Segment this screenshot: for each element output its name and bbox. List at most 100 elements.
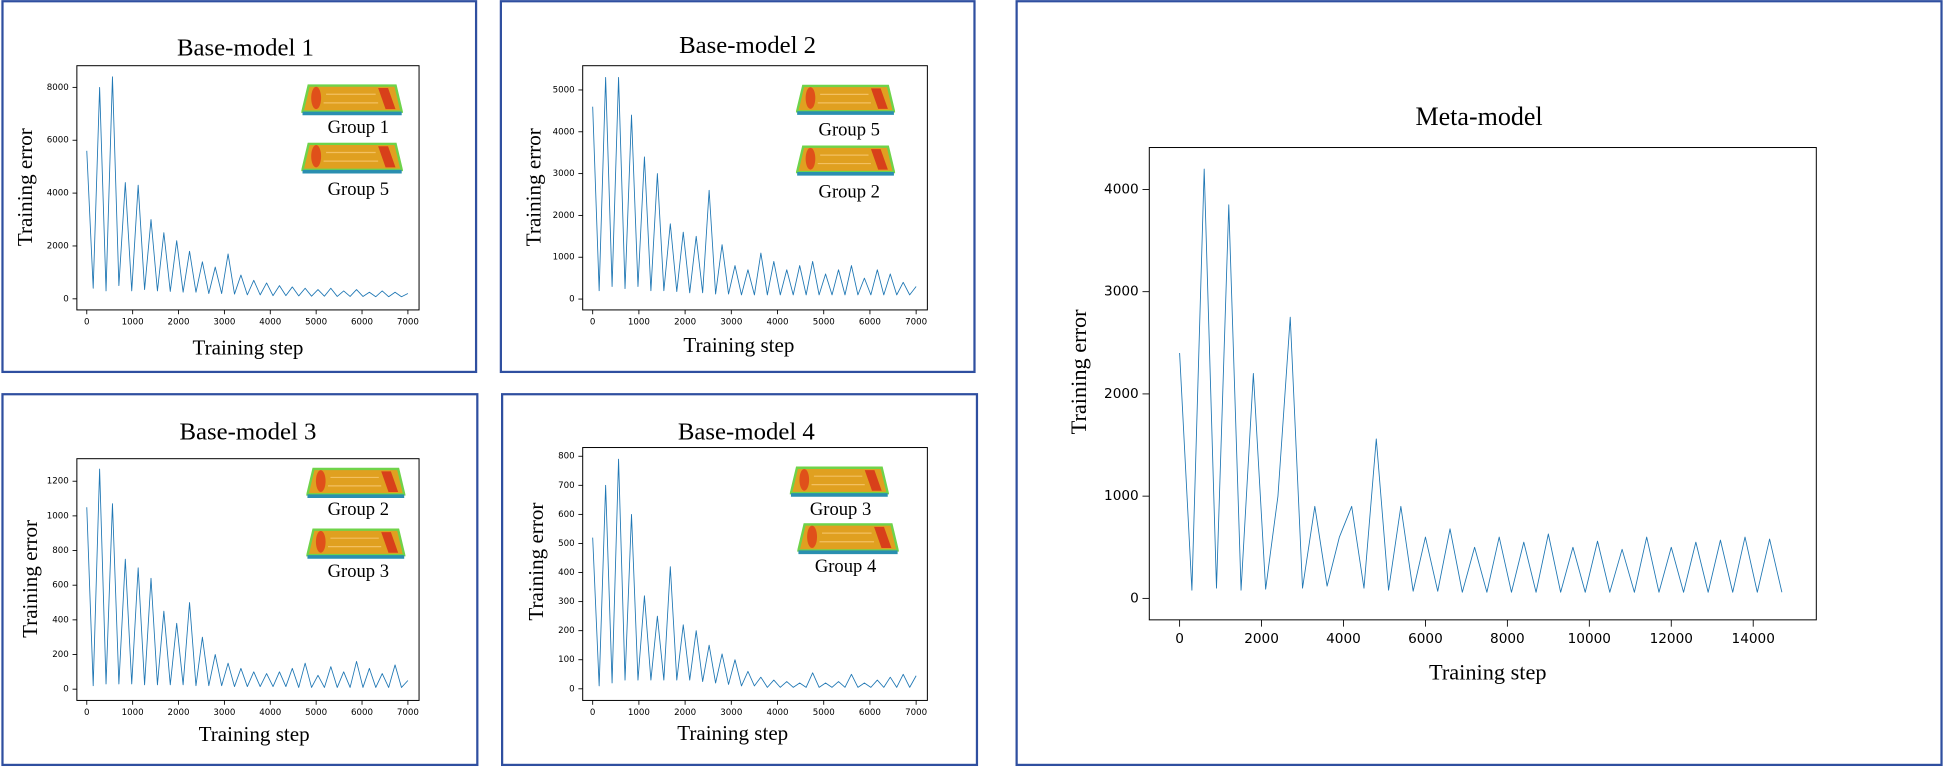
x-tick-label: 6000 bbox=[859, 318, 881, 328]
x-tick-label: 6000 bbox=[859, 708, 881, 718]
y-tick-label: 800 bbox=[558, 452, 575, 462]
x-tick-label: 2000 bbox=[1244, 631, 1279, 647]
x-axis-label: Training step bbox=[683, 333, 794, 357]
y-axis-label: Training error bbox=[521, 128, 545, 246]
y-tick-label: 700 bbox=[558, 481, 575, 491]
x-tick-label: 7000 bbox=[905, 708, 927, 718]
panel-frame bbox=[1, 393, 479, 767]
data-line bbox=[86, 468, 409, 688]
x-tick-label: 2000 bbox=[674, 708, 696, 718]
plot-frame bbox=[582, 65, 928, 311]
y-axis-label: Training error bbox=[13, 128, 37, 246]
x-tick-label: 0 bbox=[84, 708, 90, 718]
x-tick-label: 3000 bbox=[720, 708, 742, 718]
x-tick-label: 1000 bbox=[628, 708, 650, 718]
chart-title: Base-model 4 bbox=[678, 419, 815, 446]
plot-frame bbox=[1148, 147, 1817, 621]
y-tick-label: 100 bbox=[558, 655, 575, 665]
group-label: Group 3 bbox=[810, 499, 871, 520]
x-tick-label: 8000 bbox=[1490, 631, 1525, 647]
x-tick-label: 12000 bbox=[1650, 631, 1693, 647]
x-tick-label: 7000 bbox=[397, 708, 419, 718]
x-tick-label: 4000 bbox=[766, 708, 788, 718]
chart-title: Meta-model bbox=[1415, 102, 1542, 131]
x-tick-label: 2000 bbox=[168, 708, 190, 718]
y-tick-label: 200 bbox=[558, 626, 575, 636]
chart-title: Base-model 1 bbox=[177, 34, 314, 61]
x-tick-label: 14000 bbox=[1732, 631, 1775, 647]
x-tick-label: 7000 bbox=[397, 318, 419, 328]
group-label: Group 2 bbox=[819, 182, 880, 203]
chart-title: Base-model 2 bbox=[679, 32, 816, 59]
x-tick-label: 2000 bbox=[674, 318, 696, 328]
y-tick-label: 400 bbox=[52, 615, 69, 625]
x-axis-label: Training step bbox=[192, 335, 303, 359]
plate-icon bbox=[789, 466, 889, 499]
x-tick-label: 5000 bbox=[305, 318, 327, 328]
x-tick-label: 6000 bbox=[351, 318, 373, 328]
y-tick-label: 600 bbox=[558, 510, 575, 520]
data-line bbox=[592, 458, 917, 688]
data-line bbox=[1179, 168, 1783, 593]
y-tick-label: 800 bbox=[52, 546, 69, 556]
x-tick-label: 4000 bbox=[259, 318, 281, 328]
y-tick-label: 2000 bbox=[47, 241, 69, 251]
group-label: Group 2 bbox=[328, 499, 389, 520]
panel-frame bbox=[501, 393, 979, 767]
y-tick-label: 4000 bbox=[1104, 181, 1139, 197]
plate-icon bbox=[797, 523, 899, 556]
group-label: Group 1 bbox=[328, 117, 389, 138]
y-tick-label: 3000 bbox=[553, 169, 575, 179]
x-tick-label: 5000 bbox=[813, 318, 835, 328]
y-tick-label: 4000 bbox=[47, 189, 69, 199]
x-tick-label: 7000 bbox=[905, 318, 927, 328]
x-tick-label: 4000 bbox=[259, 708, 281, 718]
chart-title: Base-model 3 bbox=[179, 419, 316, 446]
x-tick-label: 4000 bbox=[1326, 631, 1361, 647]
plate-icon bbox=[301, 84, 403, 117]
x-tick-label: 6000 bbox=[351, 708, 373, 718]
y-tick-label: 0 bbox=[63, 294, 69, 304]
y-tick-label: 5000 bbox=[553, 85, 575, 95]
x-tick-label: 5000 bbox=[305, 708, 327, 718]
panel-frame bbox=[1, 0, 478, 374]
x-axis-label: Training step bbox=[199, 722, 310, 746]
y-tick-label: 0 bbox=[1130, 590, 1139, 606]
y-tick-label: 1200 bbox=[47, 477, 69, 487]
plot-frame bbox=[76, 65, 420, 311]
y-tick-label: 300 bbox=[558, 597, 575, 607]
plot-frame bbox=[76, 458, 420, 701]
x-tick-label: 5000 bbox=[813, 708, 835, 718]
x-tick-label: 10000 bbox=[1568, 631, 1611, 647]
x-tick-label: 3000 bbox=[720, 318, 742, 328]
y-tick-label: 3000 bbox=[1104, 284, 1139, 300]
y-tick-label: 1000 bbox=[553, 253, 575, 263]
x-tick-label: 0 bbox=[590, 318, 596, 328]
x-tick-label: 2000 bbox=[168, 318, 190, 328]
y-tick-label: 500 bbox=[558, 539, 575, 549]
y-tick-label: 600 bbox=[52, 581, 69, 591]
plate-icon bbox=[306, 528, 406, 560]
y-tick-label: 0 bbox=[569, 295, 575, 305]
x-tick-label: 0 bbox=[1175, 631, 1184, 647]
y-tick-label: 1000 bbox=[1104, 488, 1139, 504]
x-tick-label: 1000 bbox=[122, 708, 144, 718]
plate-icon bbox=[301, 142, 403, 175]
y-tick-label: 200 bbox=[52, 650, 69, 660]
x-tick-label: 0 bbox=[590, 708, 596, 718]
x-axis-label: Training step bbox=[1429, 660, 1546, 685]
y-tick-label: 6000 bbox=[47, 136, 69, 146]
plate-icon bbox=[795, 145, 896, 177]
x-axis-label: Training step bbox=[677, 721, 788, 745]
y-tick-label: 4000 bbox=[553, 127, 575, 137]
x-tick-label: 3000 bbox=[213, 318, 235, 328]
y-axis-label: Training error bbox=[524, 503, 548, 621]
plot-frame bbox=[582, 447, 928, 701]
y-tick-label: 0 bbox=[63, 685, 69, 695]
y-tick-label: 2000 bbox=[553, 211, 575, 221]
group-label: Group 5 bbox=[819, 120, 880, 141]
x-tick-label: 4000 bbox=[766, 318, 788, 328]
group-label: Group 5 bbox=[328, 179, 389, 200]
x-tick-label: 0 bbox=[84, 318, 90, 328]
